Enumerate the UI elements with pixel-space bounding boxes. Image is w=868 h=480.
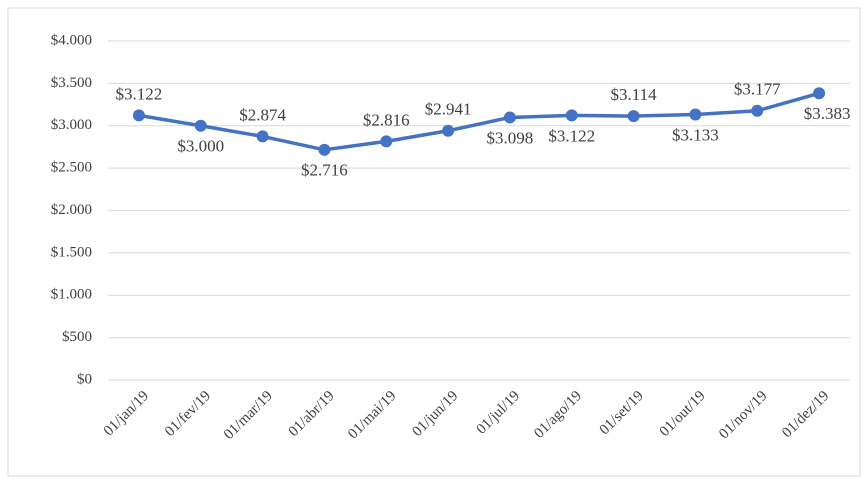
data-label: $2.874 <box>239 105 286 124</box>
data-point <box>380 135 393 148</box>
data-point <box>689 108 702 121</box>
data-point <box>813 87 826 100</box>
chart-frame <box>7 7 861 477</box>
series-line <box>138 91 820 152</box>
data-point <box>751 104 764 117</box>
y-tick-label: $500 <box>62 329 92 345</box>
data-label: $2.941 <box>425 100 472 119</box>
y-tick-label: $2.000 <box>51 202 92 218</box>
data-label: $3.122 <box>548 126 595 145</box>
data-label: $3.133 <box>672 125 719 144</box>
data-label: $3.000 <box>177 137 224 156</box>
y-tick-label: $3.500 <box>51 75 92 91</box>
data-label: $2.716 <box>301 161 348 180</box>
data-label: $3.177 <box>734 80 781 99</box>
data-label: $3.114 <box>611 85 658 104</box>
data-label: $2.816 <box>363 110 410 129</box>
data-point <box>132 109 145 122</box>
y-tick-label: $0 <box>77 371 92 387</box>
data-point <box>318 143 331 156</box>
data-point <box>442 124 455 137</box>
y-tick-label: $1.000 <box>51 287 92 303</box>
data-point <box>256 130 269 143</box>
y-tick-label: $4.000 <box>51 32 92 48</box>
data-label: $3.098 <box>487 128 534 147</box>
y-tick-label: $2.500 <box>51 160 92 176</box>
data-point <box>194 119 207 132</box>
data-point <box>565 109 578 122</box>
data-label: $3.122 <box>116 84 163 103</box>
data-point <box>627 110 640 123</box>
y-tick-label: $1.500 <box>51 244 92 260</box>
data-label: $3.383 <box>804 104 851 123</box>
data-point <box>503 111 516 124</box>
y-tick-label: $3.000 <box>51 117 92 133</box>
